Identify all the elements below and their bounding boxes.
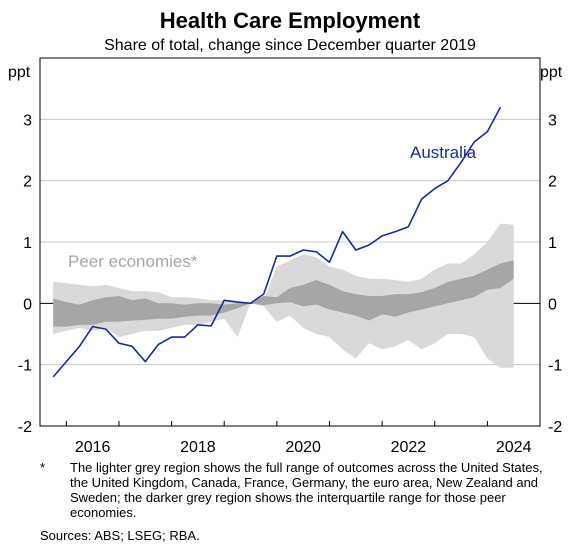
peer-interquartile-range-area — [53, 260, 514, 327]
series-label-peer-economies: Peer economies* — [68, 252, 198, 271]
x-tick-label-2016: 2016 — [75, 439, 111, 456]
footnote: * The lighter grey region shows the full… — [40, 460, 560, 520]
y-tick-left--2: -2 — [18, 419, 32, 436]
y-tick-left-1: 1 — [23, 235, 32, 252]
y-tick-left-3: 3 — [23, 112, 32, 129]
plot-frame — [39, 57, 541, 427]
y-tick-right-1: 1 — [548, 235, 557, 252]
sources-note: Sources: ABS; LSEG; RBA. — [40, 528, 200, 543]
y-axis-unit-right: ppt — [540, 64, 563, 81]
y-tick-right-0: 0 — [548, 296, 557, 313]
y-tick-right--1: -1 — [548, 358, 562, 375]
x-tick-label-2020: 2020 — [285, 439, 321, 456]
x-tick-label-2024: 2024 — [496, 439, 532, 456]
y-tick-left--1: -1 — [18, 358, 32, 375]
y-tick-right--2: -2 — [548, 419, 562, 436]
x-tick-label-2022: 2022 — [391, 439, 427, 456]
y-tick-left-2: 2 — [23, 174, 32, 191]
australia-line-layer — [52, 106, 502, 378]
x-tick-label-2018: 2018 — [180, 439, 216, 456]
y-tick-right-2: 2 — [548, 174, 557, 191]
footnote-mark: * — [40, 460, 46, 475]
chart-title: Health Care Employment — [160, 8, 421, 33]
footnote-text: The lighter grey region shows the full r… — [70, 460, 543, 520]
axis-ticks: -2 -2 -1 -1 0 0 1 1 2 2 3 3 2016 2018 2020 2022 2024 — [18, 112, 563, 456]
y-tick-right-3: 3 — [548, 112, 557, 129]
chart-subtitle: Share of total, change since December qu… — [104, 37, 476, 54]
y-axis-unit-left: ppt — [8, 64, 31, 81]
australia-series-line — [52, 106, 502, 378]
y-tick-left-0: 0 — [23, 296, 32, 313]
peer-range-layer — [53, 223, 514, 368]
series-label-australia: Australia — [410, 143, 477, 162]
